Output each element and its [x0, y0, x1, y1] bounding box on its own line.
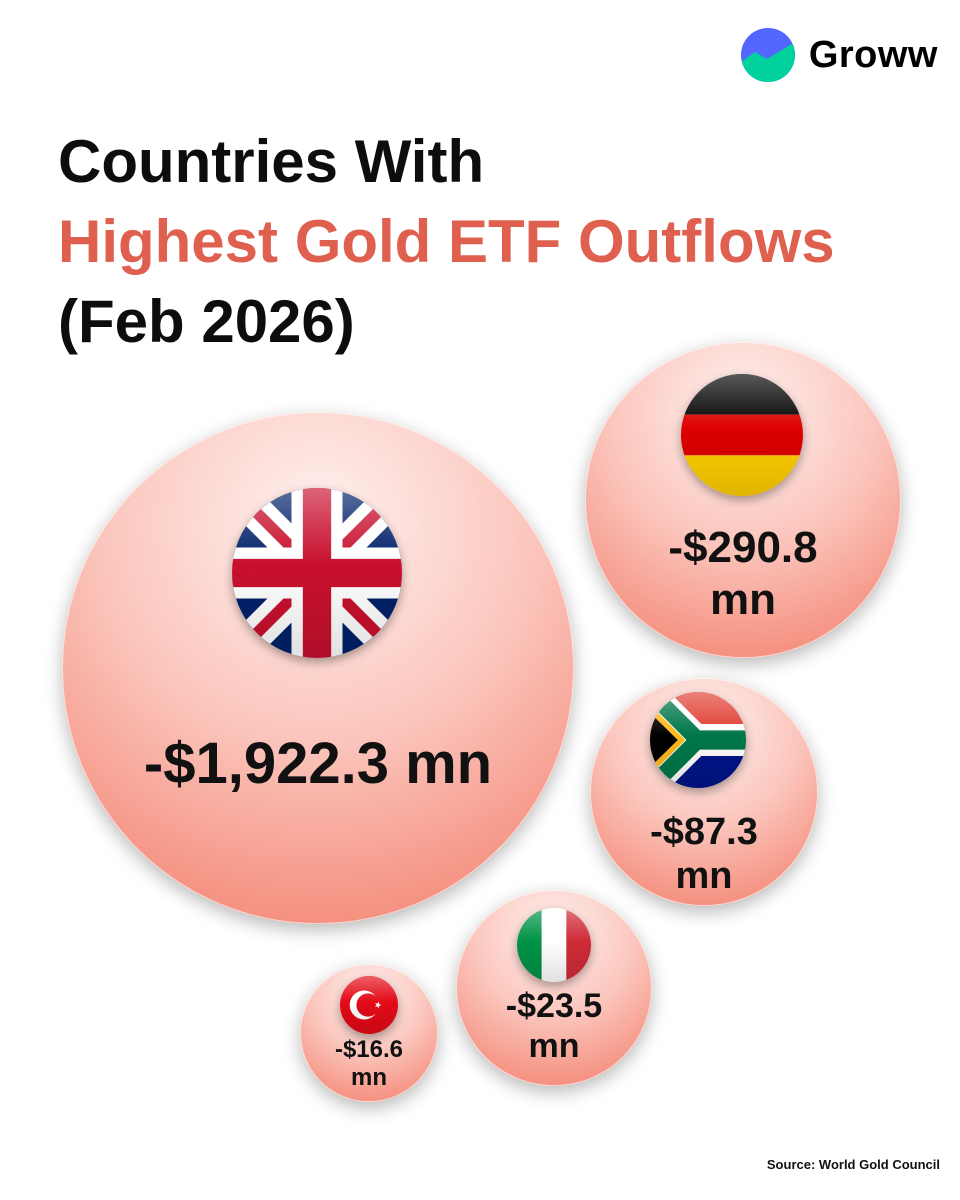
source-note: Source: World Gold Council [766, 1157, 940, 1172]
groww-logo-icon [740, 28, 795, 82]
title-line-2: Highest Gold ETF Outflows [58, 208, 835, 275]
title-line-3: (Feb 2026) [58, 288, 355, 355]
bubble-turkey: -$16.6 mn [300, 964, 438, 1102]
bubble-germany: -$290.8 mn [585, 342, 901, 658]
bubble-south-africa: -$87.3 mn [590, 678, 818, 906]
south-africa-flag-icon [650, 692, 746, 788]
bubble-italy: -$23.5 mn [456, 890, 652, 1086]
value-germany: -$290.8 mn [668, 523, 818, 624]
uk-flag-icon [232, 488, 402, 658]
brand-name: Groww [808, 33, 938, 76]
germany-flag-icon [681, 374, 803, 496]
page-title: Countries With Highest Gold ETF Outflows… [58, 122, 835, 362]
turkey-flag-icon [340, 976, 398, 1034]
title-line-1: Countries With [58, 128, 485, 195]
bubble-uk: -$1,922.3 mn [62, 412, 574, 924]
value-south-africa: -$87.3 mn [650, 811, 758, 897]
value-turkey: -$16.6 mn [334, 1036, 404, 1091]
value-uk: -$1,922.3 mn [143, 731, 493, 796]
value-italy: -$23.5 mn [505, 987, 603, 1065]
brand: Groww [740, 28, 938, 82]
italy-flag-icon [517, 908, 591, 982]
